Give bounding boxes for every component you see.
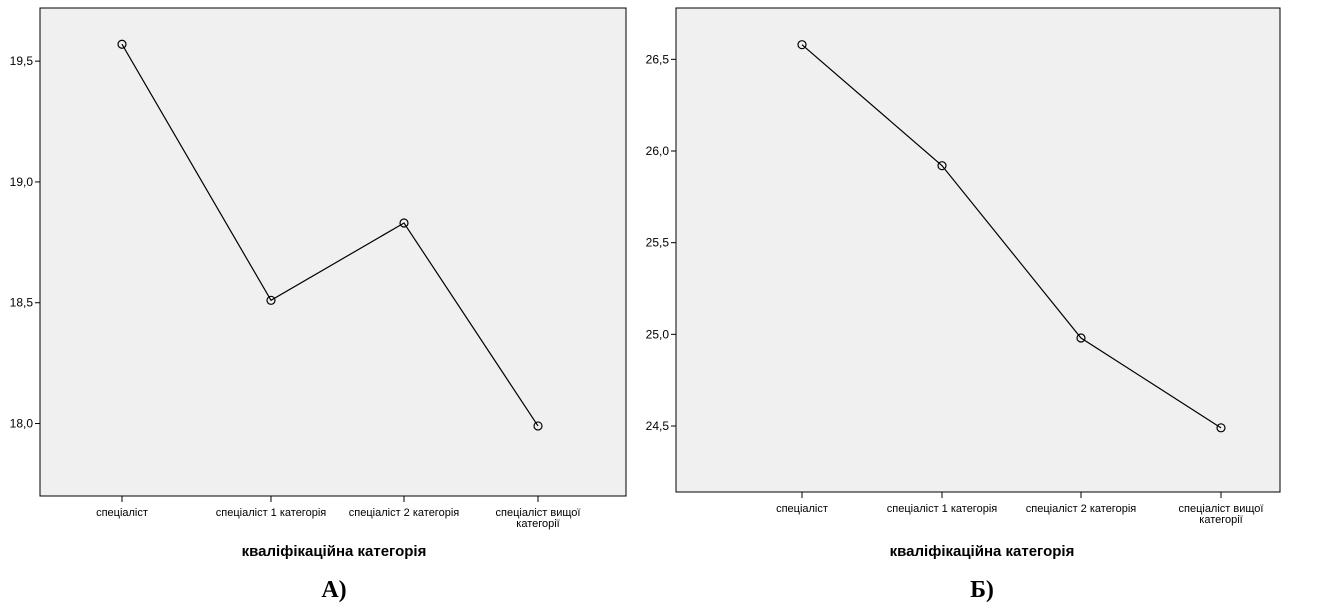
chart-a-panel-label: А) <box>321 577 346 603</box>
chart-b-y-tick-label: 24,5 <box>646 419 670 433</box>
chart-b-x-tick-label: спеціаліст <box>776 503 828 515</box>
chart-a-data-point <box>117 39 127 49</box>
chart-a-data-point <box>533 421 543 431</box>
chart-a-x-tick-label: спеціаліст <box>96 507 148 519</box>
chart-a-y-tick-label: 18,5 <box>10 296 34 310</box>
chart-a-data-point <box>399 218 409 228</box>
chart-a: 18,0 18,5 19,0 19,5 спеціаліст спеціаліст 1 к… <box>10 7 627 603</box>
chart-b-x-tick-label: спеціаліст вищої категорії <box>1179 503 1264 526</box>
chart-b-x-axis-label: кваліфікаційна категорія <box>890 543 1075 560</box>
chart-a-data-point <box>266 295 276 305</box>
chart-b-plot-area <box>675 7 1281 493</box>
chart-b-x-tick-label: спеціаліст 2 категорія <box>1026 503 1136 515</box>
chart-a-x-axis-label: кваліфікаційна категорія <box>242 543 427 560</box>
chart-a-x-tick-label: спеціаліст 2 категорія <box>349 507 459 519</box>
chart-b-data-point <box>1216 423 1226 433</box>
chart-b: 24,5 25,0 25,5 26,0 26,5 спеціаліст спеціаліст… <box>646 7 1281 603</box>
chart-a-y-tick-label: 19,5 <box>10 54 34 68</box>
chart-b-data-point <box>1076 333 1086 343</box>
chart-b-y-tick-label: 26,5 <box>646 52 670 66</box>
chart-b-data-point <box>797 40 807 50</box>
chart-a-series-line <box>121 43 539 427</box>
chart-b-series-line <box>801 44 1222 429</box>
chart-b-y-tick-label: 26,0 <box>646 144 670 158</box>
chart-b-x-tick-label: спеціаліст 1 категорія <box>887 503 997 515</box>
chart-a-plot-area <box>39 7 627 497</box>
chart-a-x-tick-label: спеціаліст 1 категорія <box>216 507 326 519</box>
chart-a-y-tick-label: 18,0 <box>10 417 34 431</box>
chart-b-data-point <box>937 161 947 171</box>
chart-a-y-tick-label: 19,0 <box>10 175 34 189</box>
chart-a-x-tick-label: спеціаліст вищої категорії <box>496 507 581 530</box>
chart-b-y-tick-label: 25,5 <box>646 236 670 250</box>
chart-b-y-tick-label: 25,0 <box>646 327 670 341</box>
chart-b-panel-label: Б) <box>970 577 994 603</box>
